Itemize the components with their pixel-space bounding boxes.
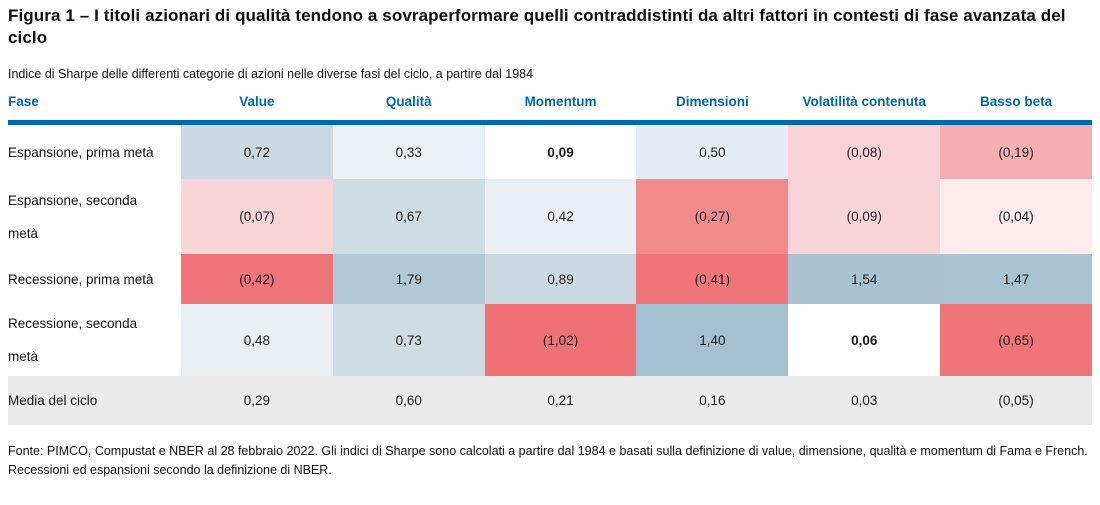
table-header-row: Fase Value Qualità Momentum Dimensioni Volati… [8, 93, 1092, 126]
column-header-2: Qualità [385, 93, 432, 109]
value-cell: 0,67 [332, 179, 485, 255]
value-cell: (0,65) [940, 304, 1092, 377]
value-cell: (0,41) [636, 254, 789, 305]
value-cell: (0,19) [940, 125, 1092, 180]
table-row: Recessione, prima metà (0,42) 1,79 0,89 (0,4… [8, 254, 1092, 305]
value-cell: 0,72 [181, 125, 333, 180]
column-header-3: Momentum [524, 93, 597, 109]
figure-subtitle: Indice di Sharpe delle differenti catego… [8, 66, 534, 81]
value-cell: 1,40 [636, 304, 789, 377]
value-cell: (0,42) [181, 254, 333, 305]
row-label: Espansione, seconda metà [8, 179, 181, 255]
value-cell: (0,05) [940, 376, 1092, 426]
value-cell: 1,47 [940, 254, 1092, 305]
figure-title: Figura 1 – I titoli azionari di qualità … [8, 6, 1066, 48]
value-cell: 0,42 [484, 179, 637, 255]
value-cell: 0,60 [332, 376, 485, 426]
value-cell: 1,79 [332, 254, 485, 305]
value-cell: 0,03 [788, 376, 941, 426]
table-body: Espansione, prima metà 0,72 0,33 0,09 0,50 (0… [8, 125, 1092, 426]
row-label: Media del ciclo [8, 376, 181, 426]
value-cell: (0,04) [940, 179, 1092, 255]
value-cell: (0,07) [181, 179, 333, 255]
value-cell: (0,09) [788, 179, 941, 255]
value-cell: (0,27) [636, 179, 789, 255]
value-cell: 0,33 [332, 125, 485, 180]
sharpe-ratio-table: Fase Value Qualità Momentum Dimensioni Volati… [8, 93, 1092, 426]
value-cell: 0,09 [484, 125, 637, 180]
value-cell: (0,08) [788, 125, 941, 180]
table-row: Espansione, seconda metà (0,07) 0,67 0,42 (0… [8, 179, 1092, 255]
row-label: Recessione, seconda metà [8, 304, 181, 377]
column-header-fase: Fase [8, 93, 39, 109]
column-header-1: Value [239, 93, 275, 109]
column-header-5: Volatilità contenuta [802, 93, 926, 109]
value-cell: 0,48 [181, 304, 333, 377]
value-cell: (1,02) [484, 304, 637, 377]
source-footnote: Fonte: PIMCO, Compustat e NBER al 28 feb… [8, 444, 1088, 478]
row-label: Espansione, prima metà [8, 125, 181, 180]
table-row: Recessione, seconda metà 0,48 0,73 (1,02) 1,… [8, 304, 1092, 377]
row-label: Recessione, prima metà [8, 254, 181, 305]
value-cell: 0,29 [181, 376, 333, 426]
value-cell: 0,16 [636, 376, 789, 426]
value-cell: 0,21 [484, 376, 637, 426]
value-cell: 0,50 [636, 125, 789, 180]
column-header-4: Dimensioni [676, 93, 749, 109]
value-cell: 1,54 [788, 254, 941, 305]
value-cell: 0,89 [484, 254, 637, 305]
value-cell: 0,73 [332, 304, 485, 377]
table-row: Espansione, prima metà 0,72 0,33 0,09 0,50 (0… [8, 125, 1092, 180]
table-row: Media del ciclo 0,29 0,60 0,21 0,16 0,03 (0,05… [8, 376, 1092, 426]
value-cell: 0,06 [788, 304, 941, 377]
column-header-6: Basso beta [980, 93, 1053, 109]
